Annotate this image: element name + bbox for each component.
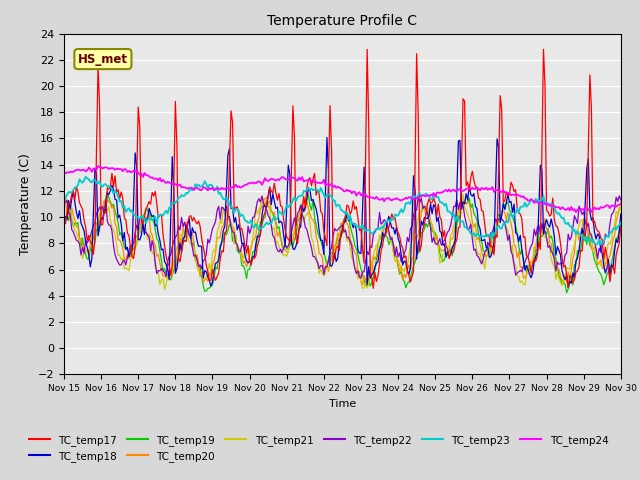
Line: TC_temp17: TC_temp17 <box>64 49 621 288</box>
TC_temp20 <box>164 274 172 280</box>
TC_temp18 <box>323 134 331 140</box>
TC_temp17 <box>369 286 377 291</box>
TC_temp21 <box>60 195 68 201</box>
TC_temp18 <box>397 252 405 257</box>
TC_temp23 <box>76 177 83 182</box>
TC_temp22 <box>379 220 387 226</box>
TC_temp20 <box>76 236 83 241</box>
TC_temp21 <box>161 287 168 292</box>
TC_temp21 <box>165 275 173 281</box>
TC_temp19 <box>104 189 111 195</box>
Line: TC_temp18: TC_temp18 <box>64 137 621 288</box>
TC_temp24 <box>76 167 83 173</box>
TC_temp17 <box>76 200 83 205</box>
TC_temp22 <box>397 259 405 264</box>
TC_temp23 <box>397 206 405 212</box>
TC_temp24 <box>572 209 580 215</box>
TC_temp21 <box>397 269 405 275</box>
TC_temp18 <box>410 173 417 179</box>
TC_temp20 <box>358 282 366 288</box>
TC_temp24 <box>550 203 558 209</box>
TC_temp23 <box>617 219 625 225</box>
TC_temp20 <box>380 226 388 232</box>
TC_temp24 <box>397 198 405 204</box>
TC_temp18 <box>550 234 558 240</box>
TC_temp18 <box>164 266 172 272</box>
TC_temp23 <box>550 205 558 211</box>
TC_temp24 <box>379 195 387 201</box>
TC_temp19 <box>397 268 405 274</box>
TC_temp20 <box>60 201 68 206</box>
TC_temp21 <box>460 191 467 197</box>
TC_temp23 <box>410 194 417 200</box>
TC_temp18 <box>379 230 387 236</box>
TC_temp22 <box>60 200 68 205</box>
TC_temp19 <box>76 235 83 240</box>
TC_temp17 <box>379 243 387 249</box>
TC_temp22 <box>552 268 559 274</box>
TC_temp23 <box>60 197 68 203</box>
TC_temp21 <box>379 222 387 228</box>
Line: TC_temp22: TC_temp22 <box>64 196 621 278</box>
Line: TC_temp20: TC_temp20 <box>64 198 621 285</box>
TC_temp19 <box>410 263 417 268</box>
Line: TC_temp23: TC_temp23 <box>64 177 621 244</box>
TC_temp19 <box>165 276 173 282</box>
TC_temp22 <box>76 241 83 247</box>
TC_temp24 <box>94 163 102 169</box>
TC_temp19 <box>60 218 68 224</box>
TC_temp21 <box>617 207 625 213</box>
TC_temp24 <box>617 201 625 207</box>
Y-axis label: Temperature (C): Temperature (C) <box>19 153 32 255</box>
TC_temp20 <box>399 276 406 282</box>
Line: TC_temp21: TC_temp21 <box>64 194 621 289</box>
TC_temp24 <box>165 180 173 185</box>
TC_temp21 <box>76 238 83 243</box>
TC_temp22 <box>164 260 172 265</box>
TC_temp18 <box>564 285 572 290</box>
TC_temp18 <box>60 213 68 218</box>
TC_temp23 <box>82 174 90 180</box>
TC_temp21 <box>410 228 417 234</box>
TC_temp22 <box>410 212 417 218</box>
TC_temp22 <box>414 193 422 199</box>
TC_temp20 <box>412 235 419 240</box>
Line: TC_temp24: TC_temp24 <box>64 166 621 212</box>
TC_temp20 <box>263 195 271 201</box>
Text: HS_met: HS_met <box>78 53 128 66</box>
TC_temp24 <box>410 196 417 202</box>
TC_temp21 <box>552 276 559 282</box>
TC_temp22 <box>357 276 365 281</box>
TC_temp23 <box>597 241 605 247</box>
TC_temp19 <box>550 253 558 259</box>
TC_temp17 <box>617 224 625 230</box>
Title: Temperature Profile C: Temperature Profile C <box>268 14 417 28</box>
TC_temp19 <box>617 216 625 222</box>
TC_temp17 <box>164 260 172 266</box>
TC_temp17 <box>410 269 417 275</box>
TC_temp17 <box>60 218 68 224</box>
TC_temp17 <box>397 242 405 248</box>
TC_temp20 <box>617 199 625 204</box>
X-axis label: Time: Time <box>329 399 356 408</box>
TC_temp18 <box>76 208 83 214</box>
Line: TC_temp19: TC_temp19 <box>64 192 621 293</box>
TC_temp17 <box>540 47 547 52</box>
TC_temp20 <box>552 260 559 266</box>
TC_temp23 <box>165 204 173 210</box>
TC_temp24 <box>60 170 68 176</box>
TC_temp22 <box>617 197 625 203</box>
TC_temp18 <box>617 211 625 217</box>
TC_temp23 <box>379 226 387 231</box>
Legend: TC_temp17, TC_temp18, TC_temp19, TC_temp20, TC_temp21, TC_temp22, TC_temp23, TC_: TC_temp17, TC_temp18, TC_temp19, TC_temp… <box>25 431 612 466</box>
TC_temp19 <box>563 290 570 296</box>
TC_temp19 <box>379 235 387 241</box>
TC_temp17 <box>552 223 559 228</box>
